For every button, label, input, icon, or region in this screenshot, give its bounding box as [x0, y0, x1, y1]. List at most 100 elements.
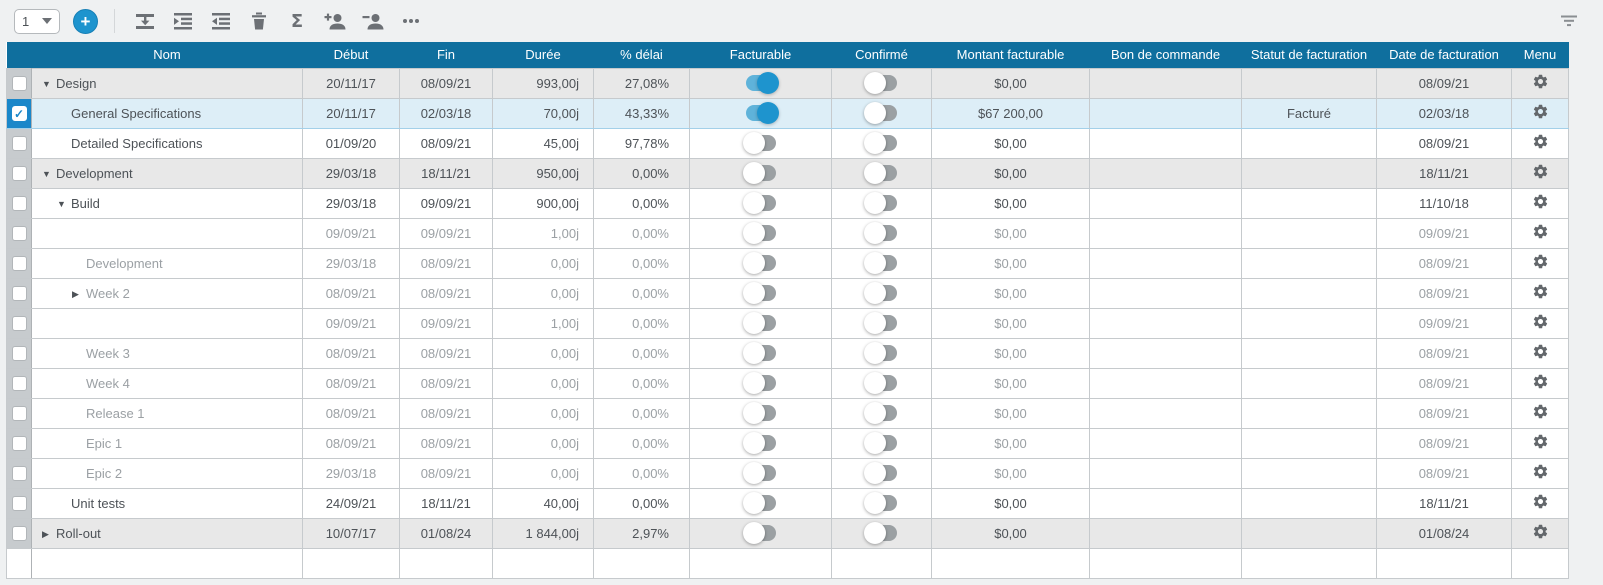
table-row[interactable]: ✓ Detailed Specifications 01/09/20 08/09… — [6, 127, 1569, 159]
confirmed-toggle[interactable] — [863, 102, 897, 125]
row-checkbox[interactable]: ✓ — [11, 406, 27, 422]
row-checkbox-cell[interactable]: ✓ — [6, 517, 32, 549]
row-checkbox-cell[interactable]: ✓ — [6, 187, 32, 219]
row-checkbox[interactable]: ✓ — [11, 316, 27, 332]
table-row[interactable]: ✓ Release 1 08/09/21 08/09/21 0,00j 0,00… — [6, 397, 1569, 429]
delay-percent-cell[interactable]: 27,08% — [593, 67, 690, 99]
purchase-order-cell[interactable] — [1089, 517, 1242, 549]
duration-cell[interactable]: 1 844,00j — [492, 517, 594, 549]
confirmed-toggle[interactable] — [863, 252, 897, 275]
end-date-cell[interactable]: 18/11/21 — [399, 487, 493, 519]
start-date-cell[interactable]: 08/09/21 — [302, 367, 400, 399]
row-checkbox[interactable]: ✓ — [11, 466, 27, 482]
indent-button[interactable] — [167, 7, 199, 35]
gear-icon[interactable] — [1532, 373, 1549, 390]
start-date-cell[interactable]: 29/03/18 — [302, 457, 400, 489]
end-date-cell[interactable]: 08/09/21 — [399, 427, 493, 459]
billing-date-cell[interactable]: 02/03/18 — [1376, 97, 1512, 129]
row-checkbox-cell[interactable]: ✓ — [6, 97, 32, 129]
table-row[interactable]: ✓ Epic 2 29/03/18 08/09/21 0,00j 0,00% $… — [6, 457, 1569, 489]
billing-status-cell[interactable] — [1241, 517, 1377, 549]
expander-icon[interactable]: ▼ — [42, 168, 51, 179]
table-row[interactable]: ✓ General Specifications 20/11/17 02/03/… — [6, 97, 1569, 129]
table-row[interactable]: ✓ ▼ Build 29/03/18 09/09/21 900,00j 0,00%… — [6, 187, 1569, 219]
end-date-cell[interactable]: 08/09/21 — [399, 247, 493, 279]
billing-status-cell[interactable] — [1241, 427, 1377, 459]
task-name-cell[interactable]: Unit tests — [31, 487, 303, 519]
col-header-nom[interactable]: Nom — [31, 42, 303, 68]
col-header-statut-de-facturation[interactable]: Statut de facturation — [1241, 42, 1377, 68]
billable-toggle[interactable] — [742, 522, 776, 545]
task-name-cell[interactable]: Week 4 — [31, 367, 303, 399]
billable-toggle[interactable] — [745, 102, 779, 125]
table-row[interactable]: ✓ Unit tests 24/09/21 18/11/21 40,00j 0,… — [6, 487, 1569, 519]
start-date-cell[interactable]: 08/09/21 — [302, 397, 400, 429]
purchase-order-cell[interactable] — [1089, 277, 1242, 309]
billable-toggle[interactable] — [742, 252, 776, 275]
outdent-button[interactable] — [205, 7, 237, 35]
duration-cell[interactable]: 0,00j — [492, 337, 594, 369]
billable-amount-cell[interactable]: $0,00 — [931, 517, 1090, 549]
start-date-cell[interactable]: 08/09/21 — [302, 427, 400, 459]
purchase-order-cell[interactable] — [1089, 367, 1242, 399]
confirmed-toggle[interactable] — [863, 372, 897, 395]
billable-toggle[interactable] — [742, 192, 776, 215]
table-row[interactable]: ✓ ▶Roll-out 10/07/17 01/08/24 1 844,00j … — [6, 517, 1569, 549]
purchase-order-cell[interactable] — [1089, 67, 1242, 99]
delay-percent-cell[interactable]: 0,00% — [593, 427, 690, 459]
billable-amount-cell[interactable]: $0,00 — [931, 397, 1090, 429]
purchase-order-cell[interactable] — [1089, 457, 1242, 489]
billing-date-cell[interactable]: 08/09/21 — [1376, 397, 1512, 429]
row-checkbox[interactable]: ✓ — [11, 226, 27, 242]
billing-status-cell[interactable]: Facturé — [1241, 97, 1377, 129]
remove-user-button[interactable] — [357, 7, 389, 35]
billing-date-cell[interactable]: 09/09/21 — [1376, 217, 1512, 249]
row-checkbox-cell[interactable]: ✓ — [6, 367, 32, 399]
billable-toggle[interactable] — [742, 282, 776, 305]
billing-date-cell[interactable]: 09/09/21 — [1376, 307, 1512, 339]
confirmed-toggle[interactable] — [863, 342, 897, 365]
table-row[interactable]: ✓ ▼ Design 20/11/17 08/09/21 993,00j 27,0… — [6, 67, 1569, 99]
table-row[interactable] — [6, 547, 1569, 579]
purchase-order-cell[interactable] — [1089, 247, 1242, 279]
duration-cell[interactable]: 0,00j — [492, 367, 594, 399]
duration-cell[interactable]: 993,00j — [492, 67, 594, 99]
billable-amount-cell[interactable]: $0,00 — [931, 307, 1090, 339]
row-checkbox[interactable]: ✓ — [11, 496, 27, 512]
billable-toggle[interactable] — [742, 432, 776, 455]
start-date-cell[interactable]: 20/11/17 — [302, 97, 400, 129]
gear-icon[interactable] — [1532, 103, 1549, 120]
row-checkbox-cell[interactable]: ✓ — [6, 307, 32, 339]
gear-icon[interactable] — [1532, 193, 1549, 210]
duration-cell[interactable]: 950,00j — [492, 157, 594, 189]
end-date-cell[interactable] — [399, 547, 493, 579]
purchase-order-cell[interactable] — [1089, 187, 1242, 219]
end-date-cell[interactable]: 01/08/24 — [399, 517, 493, 549]
task-name-cell[interactable]: Week 3 — [31, 337, 303, 369]
table-row[interactable]: ✓ Week 3 08/09/21 08/09/21 0,00j 0,00% $… — [6, 337, 1569, 369]
billable-amount-cell[interactable]: $0,00 — [931, 127, 1090, 159]
billable-amount-cell[interactable]: $0,00 — [931, 457, 1090, 489]
duration-cell[interactable]: 1,00j — [492, 307, 594, 339]
billing-status-cell[interactable] — [1241, 397, 1377, 429]
row-checkbox-cell[interactable]: ✓ — [6, 337, 32, 369]
billable-amount-cell[interactable]: $67 200,00 — [931, 97, 1090, 129]
billable-amount-cell[interactable]: $0,00 — [931, 277, 1090, 309]
duration-cell[interactable]: 70,00j — [492, 97, 594, 129]
row-checkbox-cell[interactable]: ✓ — [6, 67, 32, 99]
start-date-cell[interactable] — [302, 547, 400, 579]
delete-button[interactable] — [243, 7, 275, 35]
billing-date-cell[interactable]: 08/09/21 — [1376, 337, 1512, 369]
duration-cell[interactable]: 45,00j — [492, 127, 594, 159]
confirmed-toggle[interactable] — [863, 132, 897, 155]
billable-amount-cell[interactable]: $0,00 — [931, 67, 1090, 99]
row-checkbox[interactable]: ✓ — [11, 286, 27, 302]
row-count-select[interactable]: 1 — [14, 8, 60, 34]
billable-toggle[interactable] — [742, 372, 776, 395]
confirmed-toggle[interactable] — [863, 192, 897, 215]
end-date-cell[interactable]: 08/09/21 — [399, 277, 493, 309]
gear-icon[interactable] — [1532, 253, 1549, 270]
billable-toggle[interactable] — [742, 312, 776, 335]
end-date-cell[interactable]: 18/11/21 — [399, 157, 493, 189]
billing-status-cell[interactable] — [1241, 277, 1377, 309]
